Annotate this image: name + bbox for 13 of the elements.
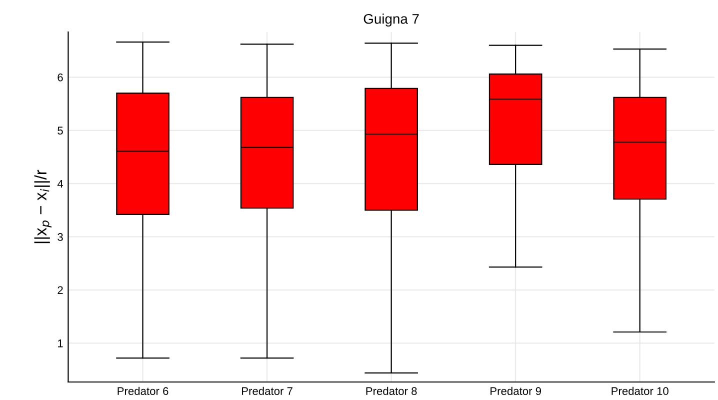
y-axis-title: ||x$_{p}$ − x$_{i}$||/r [34, 170, 52, 244]
y-tick-label: 6 [58, 73, 63, 82]
y-tick-label: 3 [58, 233, 63, 241]
chart-title: Guigna 7 [364, 14, 419, 27]
x-tick-label: Predator 7 [242, 386, 292, 396]
y-tick-label: 5 [58, 126, 63, 135]
x-tick-label: Predator 9 [490, 386, 541, 396]
x-tick-label: Predator 6 [118, 386, 168, 396]
x-tick-label: Predator 8 [366, 386, 417, 396]
y-tick-label: 1 [58, 340, 63, 348]
y-tick-label: 2 [58, 286, 63, 294]
y-tick-label: 4 [57, 180, 64, 188]
x-tick-label: Predator 10 [612, 386, 668, 396]
